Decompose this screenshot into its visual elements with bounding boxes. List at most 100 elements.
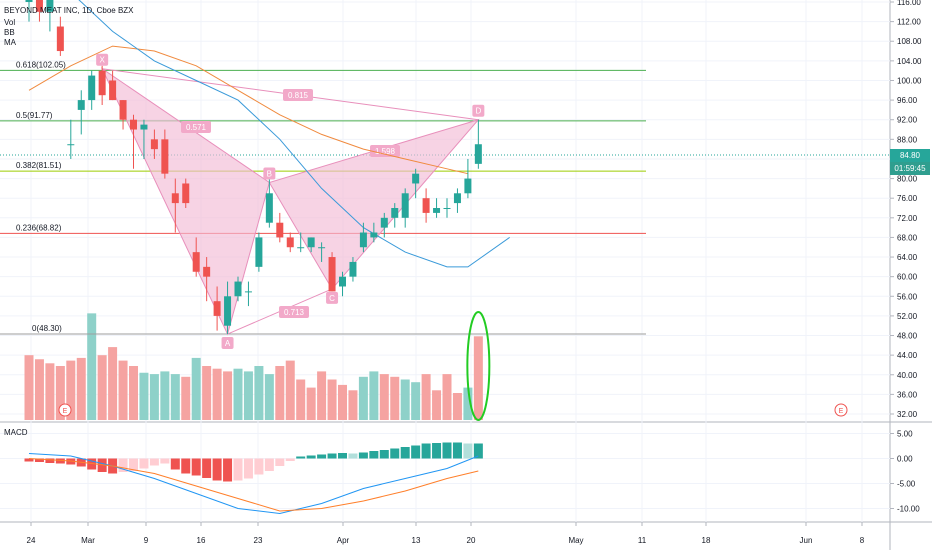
volume-bar: [243, 371, 253, 420]
ratio-label-bg: [283, 89, 313, 101]
x-tick-label: May: [568, 536, 583, 545]
earnings-marker: [58, 403, 72, 417]
candle-body: [433, 208, 441, 213]
macd-histogram-bar: [379, 450, 389, 459]
x-tick-label: Mar: [81, 536, 95, 545]
volume-bar: [358, 376, 368, 420]
pattern-point-label: X: [99, 56, 105, 65]
candle-body: [203, 266, 211, 277]
x-tick-label: 9: [144, 536, 149, 545]
candle-body: [140, 124, 148, 130]
pattern-point-label: D: [475, 107, 481, 116]
volume-bar: [212, 368, 222, 420]
macd-histogram-bar: [285, 458, 295, 461]
macd-histogram-bar: [191, 458, 201, 476]
y-tick-label: 60.00: [897, 273, 918, 282]
volume-bar: [160, 371, 170, 420]
y-tick-label: 40.00: [897, 371, 918, 380]
y-tick-label: 112.00: [897, 18, 921, 27]
y-tick-label: 68.00: [897, 233, 918, 242]
candle-body: [224, 296, 232, 326]
x-tick-label: 23: [254, 536, 263, 545]
macd-histogram-bar: [432, 443, 442, 459]
x-tick-label: Jun: [800, 536, 813, 545]
y-tick-label: 56.00: [897, 292, 918, 301]
candle-body: [234, 281, 242, 297]
volume-bar: [118, 360, 128, 420]
macd-histogram-bar: [118, 458, 128, 472]
volume-bar: [338, 384, 347, 420]
y-tick-label: 72.00: [897, 214, 918, 223]
candle-body: [453, 193, 461, 204]
volume-bar: [327, 379, 337, 420]
volume-bar: [254, 366, 264, 420]
bb-label: BB: [4, 28, 15, 37]
macd-histogram-bar: [338, 453, 347, 459]
ratio-label-bg: [279, 306, 309, 318]
y-tick-label: 100.00: [897, 76, 922, 85]
macd-histogram-bar: [202, 458, 212, 478]
volume-bar: [139, 372, 149, 420]
candle-body: [422, 198, 430, 213]
candle-body: [46, 0, 54, 12]
y-tick-label: 108.00: [897, 37, 922, 46]
macd-histogram-bar: [369, 451, 379, 459]
volume-bar: [369, 371, 379, 420]
ratio-label-bg: [370, 145, 400, 157]
y-tick-label: 48.00: [897, 332, 918, 341]
pattern-point-bg: [96, 53, 109, 66]
macd-histogram-bar: [390, 448, 400, 459]
volume-bar: [473, 336, 483, 420]
macd-histogram-bar: [223, 458, 233, 482]
candle-body: [339, 276, 346, 287]
fib-level-label: 0.5(91.77): [16, 111, 53, 120]
candle-body: [56, 26, 64, 52]
candle-body: [328, 257, 336, 292]
ratio-label: 1.598: [375, 147, 396, 156]
candle-body: [297, 247, 305, 249]
y-tick-label: 76.00: [897, 194, 918, 203]
volume-bar: [296, 379, 306, 420]
candle-body: [109, 80, 117, 101]
candle-body: [349, 261, 357, 277]
ma-orange-line: [28, 45, 469, 175]
macd-histogram-bar: [264, 458, 274, 471]
volume-bar: [421, 374, 431, 420]
volume-bar: [76, 357, 86, 420]
pattern-point-bg: [472, 104, 485, 117]
macd-histogram-bar: [45, 458, 55, 463]
volume-bar: [66, 360, 76, 420]
pattern-point-bg: [263, 167, 276, 180]
y-tick-label: 52.00: [897, 312, 918, 321]
macd-signal-line: [28, 458, 479, 512]
pattern-point-bg: [221, 337, 234, 350]
volume-bar: [411, 382, 421, 420]
candle-body: [35, 0, 43, 12]
candle-body: [130, 119, 137, 130]
candle-body: [161, 139, 169, 174]
macd-histogram-bar: [243, 458, 253, 479]
macd-histogram-bar: [233, 458, 243, 481]
macd-histogram-bar: [160, 458, 170, 464]
candle-body: [182, 183, 190, 204]
ratio-label: 0.713: [284, 308, 305, 317]
candle-body: [192, 252, 200, 272]
fib-level-label: 0.382(81.51): [16, 161, 62, 170]
macd-histogram-bar: [327, 453, 337, 459]
pattern-point-label: A: [225, 339, 231, 348]
x-tick-label: 8: [860, 536, 865, 545]
candle-body: [25, 0, 33, 2]
candle-body: [276, 222, 284, 238]
pattern-point-label: B: [267, 169, 272, 178]
pattern-point-bg: [326, 291, 339, 304]
macd-histogram-bar: [24, 458, 34, 462]
volume-bar: [317, 371, 327, 420]
candle-body: [171, 193, 179, 204]
y-tick-label: 116.00: [897, 0, 921, 7]
volume-bar: [170, 374, 180, 420]
volume-bar: [463, 387, 473, 420]
volume-bar: [285, 360, 295, 420]
volume-bar: [379, 374, 389, 420]
x-tick-label: 16: [197, 536, 206, 545]
